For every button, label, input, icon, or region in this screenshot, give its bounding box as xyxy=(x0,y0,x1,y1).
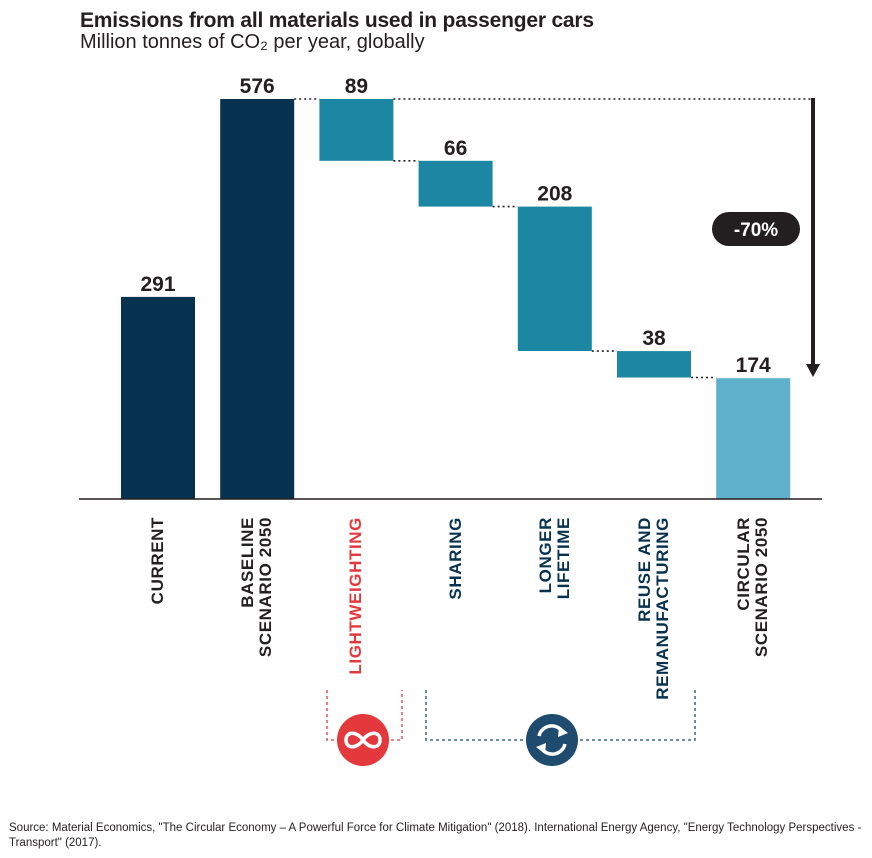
category-label-6: CIRCULAR SCENARIO 2050 xyxy=(733,517,773,717)
value-label-1: 576 xyxy=(240,75,275,98)
bar-1 xyxy=(220,99,295,499)
category-label-line: CURRENT xyxy=(148,517,167,605)
bar-2 xyxy=(319,99,394,161)
circular-bracket xyxy=(425,690,696,741)
category-label-line: LONGER xyxy=(535,517,555,594)
category-label-1: BASELINE SCENARIO 2050 xyxy=(237,517,277,717)
circular-arrows-icon xyxy=(526,714,578,766)
value-label-5: 38 xyxy=(642,327,666,350)
category-label-line: SHARING xyxy=(445,517,465,600)
category-label-2: LIGHTWEIGHTING xyxy=(336,517,376,717)
bar-6 xyxy=(716,378,791,499)
reduction-label: -70% xyxy=(734,220,778,241)
category-label-line: LIGHTWEIGHTING xyxy=(346,517,366,675)
reduction-arrow: -70% xyxy=(712,98,820,377)
bar-4 xyxy=(517,206,592,351)
category-label-line: REUSE AND xyxy=(635,517,654,622)
reduction-badge xyxy=(712,212,800,246)
category-label-line: CIRCULAR xyxy=(734,517,754,611)
category-label-5: REUSE AND REMANUFACTURING xyxy=(634,517,674,717)
category-label-line: SCENARIO 2050 xyxy=(256,517,276,658)
bar-5 xyxy=(617,351,691,378)
category-label-line: LIFETIME xyxy=(553,517,573,600)
lightweighting-bracket xyxy=(326,690,403,741)
value-label-2: 89 xyxy=(345,75,368,98)
value-label-4: 208 xyxy=(537,183,572,206)
bar-0 xyxy=(121,296,195,499)
category-brackets xyxy=(326,690,696,766)
category-label-0: CURRENT xyxy=(138,517,178,717)
category-label-4: LONGER LIFETIME xyxy=(535,517,575,717)
bar-3 xyxy=(418,160,493,207)
infinity-icon xyxy=(337,714,389,766)
category-label-line: SCENARIO 2050 xyxy=(752,517,772,658)
category-label-line: REMANUFACTURING xyxy=(653,517,672,700)
source-note: Source: Material Economics, "The Circula… xyxy=(9,822,862,849)
category-label-line: BASELINE xyxy=(238,517,258,608)
chart-subtitle: Million tonnes of CO₂ per year, globally xyxy=(80,31,425,53)
chart-title: Emissions from all materials used in pas… xyxy=(80,9,594,32)
category-label-3: SHARING xyxy=(436,517,476,717)
value-label-3: 66 xyxy=(444,137,467,160)
value-label-6: 174 xyxy=(736,354,771,377)
value-label-0: 291 xyxy=(140,273,175,296)
